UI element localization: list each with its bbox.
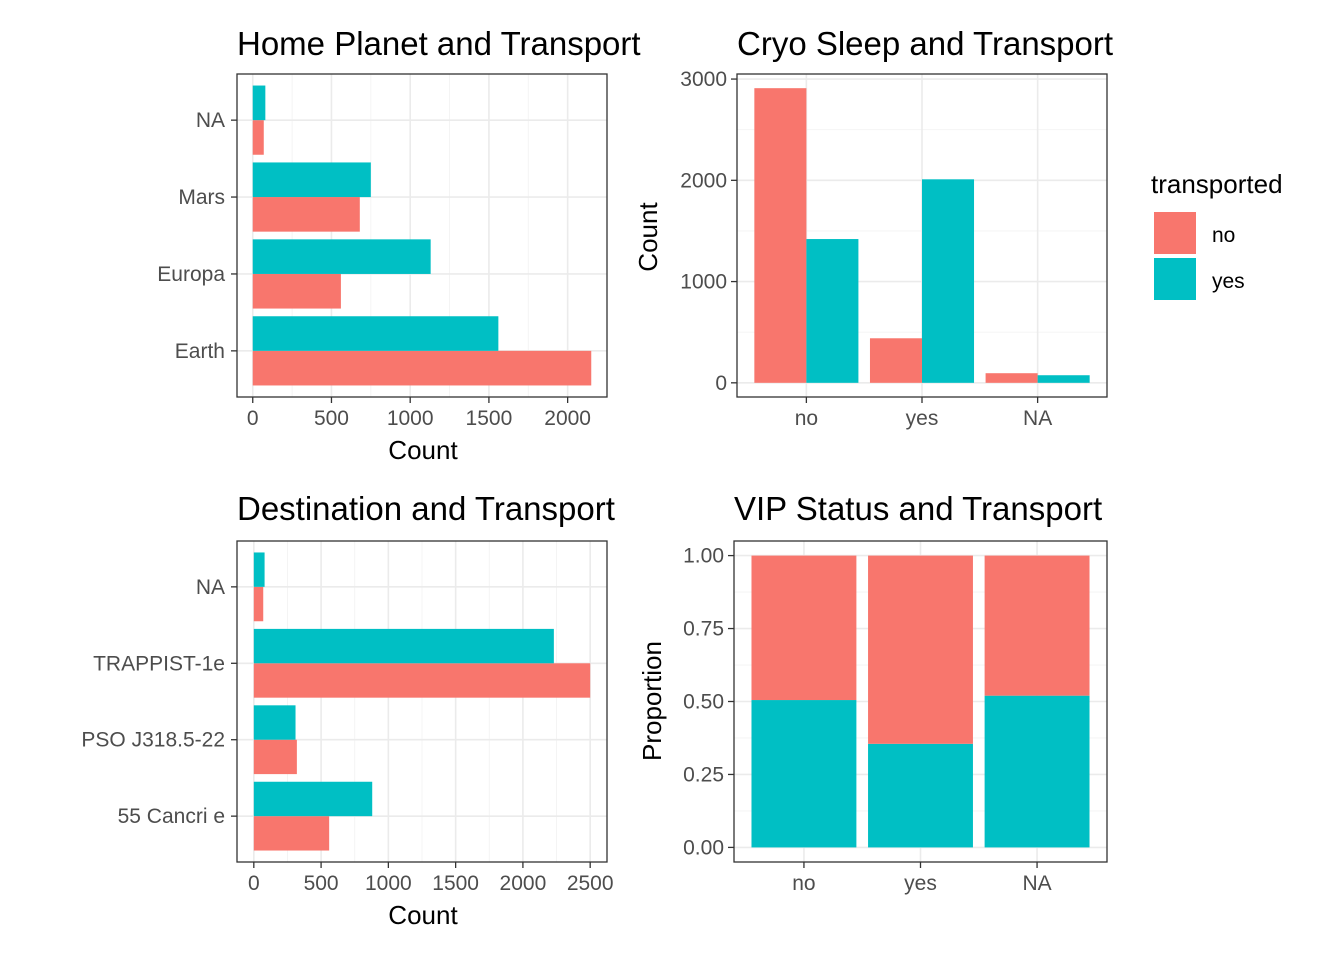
x-tick-label: 1000 (365, 872, 412, 895)
bars (751, 555, 1090, 848)
panel-border (236, 73, 608, 398)
y-tick-label: 0.25 (683, 763, 724, 786)
title-vip-status: VIP Status and Transport (734, 490, 1102, 527)
bar-na-no (253, 586, 264, 622)
bar-europa-no (252, 273, 341, 309)
y-tick-label-na: NA (196, 109, 225, 132)
bar-yes-yes (922, 179, 975, 383)
bar-trappist-1e-yes (253, 628, 554, 664)
bar-yes-yes (868, 743, 973, 848)
bar-europa-yes (252, 239, 431, 274)
bar-na-no (985, 373, 1038, 383)
x-tick-label: 2000 (500, 872, 547, 895)
bar-55-cancri-e-no (253, 816, 330, 851)
bar-na-no (984, 555, 1090, 696)
legend-swatch-yes (1154, 258, 1196, 300)
bar-na-yes (1037, 375, 1090, 383)
x-tick-label-no: no (792, 872, 815, 895)
x-tick-label: 500 (314, 407, 349, 430)
x-tick-label-yes: yes (906, 407, 939, 430)
y-tick-label: 0.00 (683, 836, 724, 859)
y-tick-label: 0.75 (683, 618, 724, 641)
title-destination: Destination and Transport (237, 490, 615, 527)
axes: 0.00 0.25 0.50 0.75 1.00 no yes NA (683, 545, 1052, 895)
bar-no-no (754, 88, 807, 383)
y-tick-label-pso-j318-5-22: PSO J318.5-22 (81, 729, 225, 752)
y-tick-label: 1.00 (683, 545, 724, 568)
bars (754, 88, 1090, 383)
title-home-planet: Home Planet and Transport (237, 25, 641, 62)
x-tick-label: 1500 (466, 407, 513, 430)
bars (253, 552, 591, 851)
bar-yes-no (868, 555, 973, 744)
axes: 0 500 1000 1500 2000 2500 55 Cancri e PSO J318.… (81, 576, 613, 895)
bar-yes-no (869, 338, 922, 383)
title-cryo-sleep: Cryo Sleep and Transport (737, 25, 1113, 62)
panel-home-planet: 0 500 1000 1500 2000 Earth Europa Mars NA (157, 73, 608, 430)
y-tick-label-earth: Earth (175, 340, 225, 363)
axes: 0 500 1000 1500 2000 Earth Europa Mars NA (157, 109, 591, 430)
panel-border (236, 540, 608, 863)
bar-no-yes (806, 239, 859, 383)
y-tick-label-europa: Europa (157, 263, 225, 286)
y-tick-label: 1000 (680, 271, 727, 294)
panel-destination: 0 500 1000 1500 2000 2500 55 Cancri e PSO J318.… (81, 540, 614, 895)
bar-earth-no (252, 350, 592, 386)
bar-na-no (252, 120, 264, 155)
x-tick-label-no: no (795, 407, 818, 430)
y-tick-label: 0 (715, 372, 727, 395)
bar-mars-yes (252, 162, 371, 198)
y-tick-label: 2000 (680, 169, 727, 192)
x-tick-label: 500 (304, 872, 339, 895)
legend-label-no: no (1212, 224, 1235, 247)
bar-na-yes (984, 695, 1090, 848)
bars (252, 85, 592, 386)
bar-na-yes (253, 552, 265, 587)
legend-title: transported (1151, 169, 1283, 199)
legend-label-yes: yes (1212, 270, 1245, 293)
bar-pso-j318-5-22-no (253, 739, 297, 775)
xlabel-home-planet: Count (388, 435, 458, 465)
bar-trappist-1e-no (253, 663, 591, 698)
legend: transported no yes (1151, 169, 1283, 300)
x-tick-label-yes: yes (904, 872, 937, 895)
bar-earth-yes (252, 316, 499, 351)
ylabel-vip-status: Proportion (637, 641, 667, 761)
axes: 0 1000 2000 3000 no yes NA (680, 68, 1052, 430)
y-tick-label-55-cancri-e: 55 Cancri e (118, 805, 225, 828)
legend-swatch-no (1154, 212, 1196, 254)
x-tick-label: 1000 (387, 407, 434, 430)
y-tick-label-na: NA (196, 576, 225, 599)
bar-no-yes (751, 700, 857, 848)
bar-55-cancri-e-yes (253, 781, 373, 817)
ylabel-cryo-sleep: Count (633, 202, 663, 272)
y-tick-label: 0.50 (683, 691, 724, 714)
xlabel-destination: Count (388, 900, 458, 930)
panel-vip-status: 0.00 0.25 0.50 0.75 1.00 no yes NA (683, 540, 1108, 895)
bar-na-yes (252, 85, 266, 121)
bar-no-no (751, 555, 857, 701)
x-tick-label: 0 (248, 872, 260, 895)
y-tick-label-mars: Mars (178, 186, 225, 209)
panel-cryo-sleep: 0 1000 2000 3000 no yes NA (680, 68, 1108, 430)
bar-mars-no (252, 197, 360, 232)
bar-pso-j318-5-22-yes (253, 705, 296, 740)
x-tick-label: 2000 (544, 407, 591, 430)
x-tick-label: 0 (247, 407, 259, 430)
x-tick-label-na: NA (1022, 872, 1051, 895)
x-tick-label: 2500 (567, 872, 614, 895)
x-tick-label-na: NA (1023, 407, 1052, 430)
x-tick-label: 1500 (432, 872, 479, 895)
y-tick-label-trappist-1e: TRAPPIST-1e (93, 652, 225, 675)
y-tick-label: 3000 (680, 68, 727, 91)
